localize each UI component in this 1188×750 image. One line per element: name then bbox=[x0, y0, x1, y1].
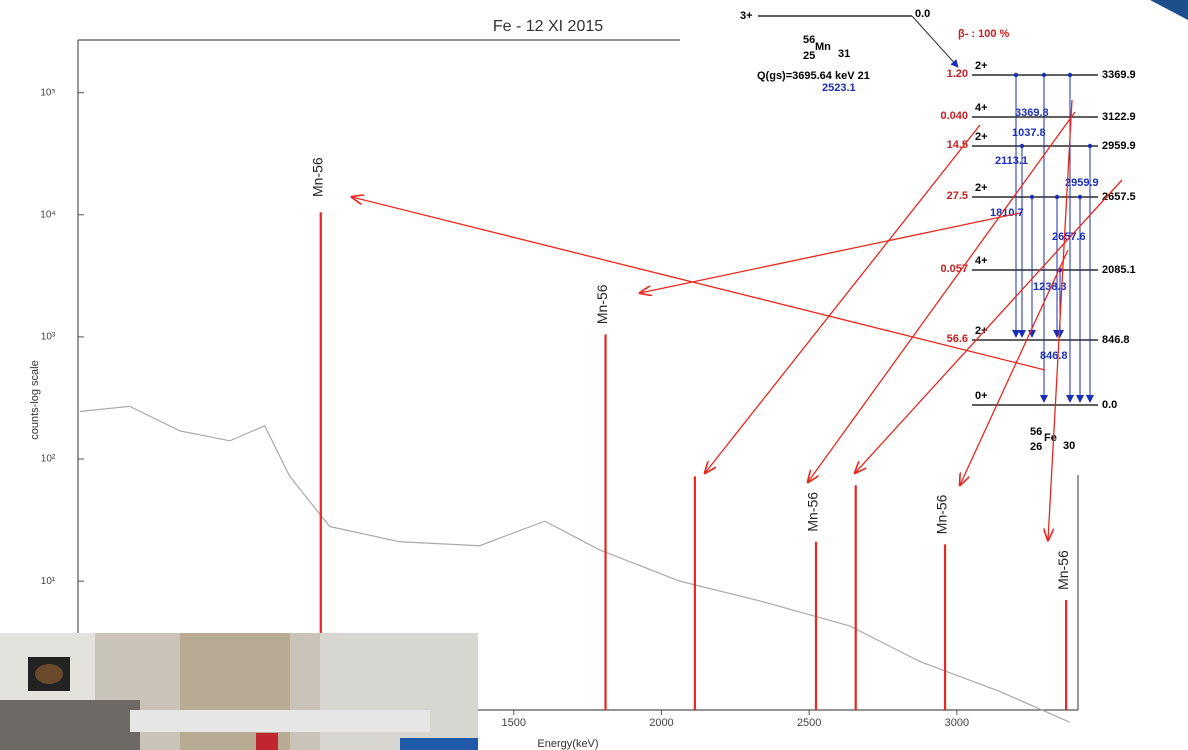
level-intensity: 0.057 bbox=[940, 263, 968, 275]
transition-dot bbox=[1013, 72, 1019, 78]
photo-sign bbox=[256, 733, 278, 750]
level-spin: 4+ bbox=[975, 102, 988, 114]
gamma-label: 846.8 bbox=[1040, 350, 1068, 362]
transition-dot bbox=[1067, 72, 1073, 78]
photo-door bbox=[180, 633, 290, 750]
x-tick-label: 2000 bbox=[649, 717, 673, 729]
corner-decoration bbox=[1150, 0, 1188, 20]
x-tick-label: 1500 bbox=[502, 717, 526, 729]
level-spin: 0+ bbox=[975, 390, 988, 402]
chart-title: Fe - 12 XI 2015 bbox=[493, 18, 603, 35]
parent-spin: 3+ bbox=[740, 10, 753, 22]
transition-dot bbox=[1077, 194, 1083, 200]
photo-notice bbox=[400, 738, 478, 750]
nucleus-mass: 56 bbox=[1030, 426, 1042, 438]
nucleus-symbol: Fe bbox=[1044, 432, 1057, 444]
transition-dot bbox=[1054, 194, 1060, 200]
arrow bbox=[808, 111, 1076, 482]
level-energy: 3369.9 bbox=[1102, 69, 1136, 81]
gamma-label: 1810.7 bbox=[990, 207, 1024, 219]
photo-screen bbox=[35, 664, 63, 684]
level-energy: 2085.1 bbox=[1102, 264, 1136, 276]
gamma-label: 3369.8 bbox=[1015, 107, 1049, 119]
y-axis-label: counts-log scale bbox=[29, 360, 41, 440]
level-spin: 2+ bbox=[975, 60, 988, 72]
y-tick-label: 10⁵ bbox=[40, 87, 55, 98]
peak-label: Mn-56 bbox=[1055, 550, 1071, 590]
peak-label: Mn-56 bbox=[309, 157, 325, 197]
peak-label: Mn-56 bbox=[934, 494, 950, 534]
gamma-label: 2657.6 bbox=[1052, 231, 1086, 243]
level-intensity: 0.040 bbox=[940, 110, 968, 122]
background-spectrum bbox=[79, 405, 1070, 723]
level-spin: 2+ bbox=[975, 131, 988, 143]
gamma-label: 1238.3 bbox=[1033, 281, 1067, 293]
arrow bbox=[855, 179, 1123, 473]
transition-dot bbox=[1019, 143, 1025, 149]
x-axis-label: Energy(keV) bbox=[537, 738, 598, 750]
gamma-label: 1037.8 bbox=[1012, 127, 1046, 139]
level-energy: 846.8 bbox=[1102, 334, 1130, 346]
level-spin: 2+ bbox=[975, 325, 988, 337]
x-tick-label: 2500 bbox=[797, 717, 821, 729]
level-energy: 3122.9 bbox=[1102, 111, 1136, 123]
arrow bbox=[1048, 99, 1073, 540]
spectrum-chart: Fe - 12 XI 2015 Energy(keV) counts-log s… bbox=[29, 18, 1079, 750]
photo-inset bbox=[0, 633, 478, 750]
peak-label: Mn-56 bbox=[805, 492, 821, 532]
nucleus-mass: 56 bbox=[803, 34, 815, 46]
level-spin: 4+ bbox=[975, 255, 988, 267]
branch: β- : 100 % bbox=[958, 28, 1010, 40]
parent-energy: 0.0 bbox=[915, 8, 930, 20]
level-intensity: 1.20 bbox=[947, 68, 968, 80]
level-spin: 2+ bbox=[975, 182, 988, 194]
nucleus-z: 26 bbox=[1030, 441, 1042, 453]
nucleus-z: 25 bbox=[803, 50, 815, 62]
level-energy: 2657.5 bbox=[1102, 191, 1136, 203]
level-intensity: 27.5 bbox=[947, 190, 968, 202]
transition-dot bbox=[1087, 143, 1093, 149]
gamma-label: 2113.1 bbox=[995, 155, 1028, 167]
arrow bbox=[705, 124, 981, 473]
nucleus-n: 31 bbox=[838, 48, 850, 60]
q-value: Q(gs)=3695.64 keV 21 bbox=[757, 70, 870, 82]
arrow bbox=[960, 249, 1069, 485]
x-tick-label: 3000 bbox=[945, 717, 969, 729]
arrows bbox=[352, 99, 1123, 540]
arrow bbox=[640, 212, 1021, 293]
y-tick-label: 10² bbox=[41, 454, 56, 465]
gamma-label: 2959.9 bbox=[1065, 177, 1099, 189]
photo-bench bbox=[0, 700, 140, 750]
nucleus-symbol: Mn bbox=[815, 41, 831, 53]
level-energy: 2959.9 bbox=[1102, 140, 1136, 152]
transition-dot bbox=[1029, 194, 1035, 200]
peak-label: Mn-56 bbox=[594, 284, 610, 324]
level-energy: 0.0 bbox=[1102, 399, 1117, 411]
y-tick-label: 10¹ bbox=[41, 576, 56, 587]
photo-wall bbox=[320, 633, 478, 750]
photo-shield bbox=[130, 710, 430, 732]
beta-arrow bbox=[911, 15, 959, 68]
y-tick-label: 10⁴ bbox=[40, 209, 55, 220]
arrow bbox=[352, 197, 1046, 371]
y-tick-label: 10³ bbox=[41, 332, 56, 343]
nucleus-n: 30 bbox=[1063, 440, 1075, 452]
transition-dot bbox=[1041, 72, 1047, 78]
level-intensity: 56.6 bbox=[947, 333, 968, 345]
gamma-label: 2523.1 bbox=[822, 82, 856, 94]
